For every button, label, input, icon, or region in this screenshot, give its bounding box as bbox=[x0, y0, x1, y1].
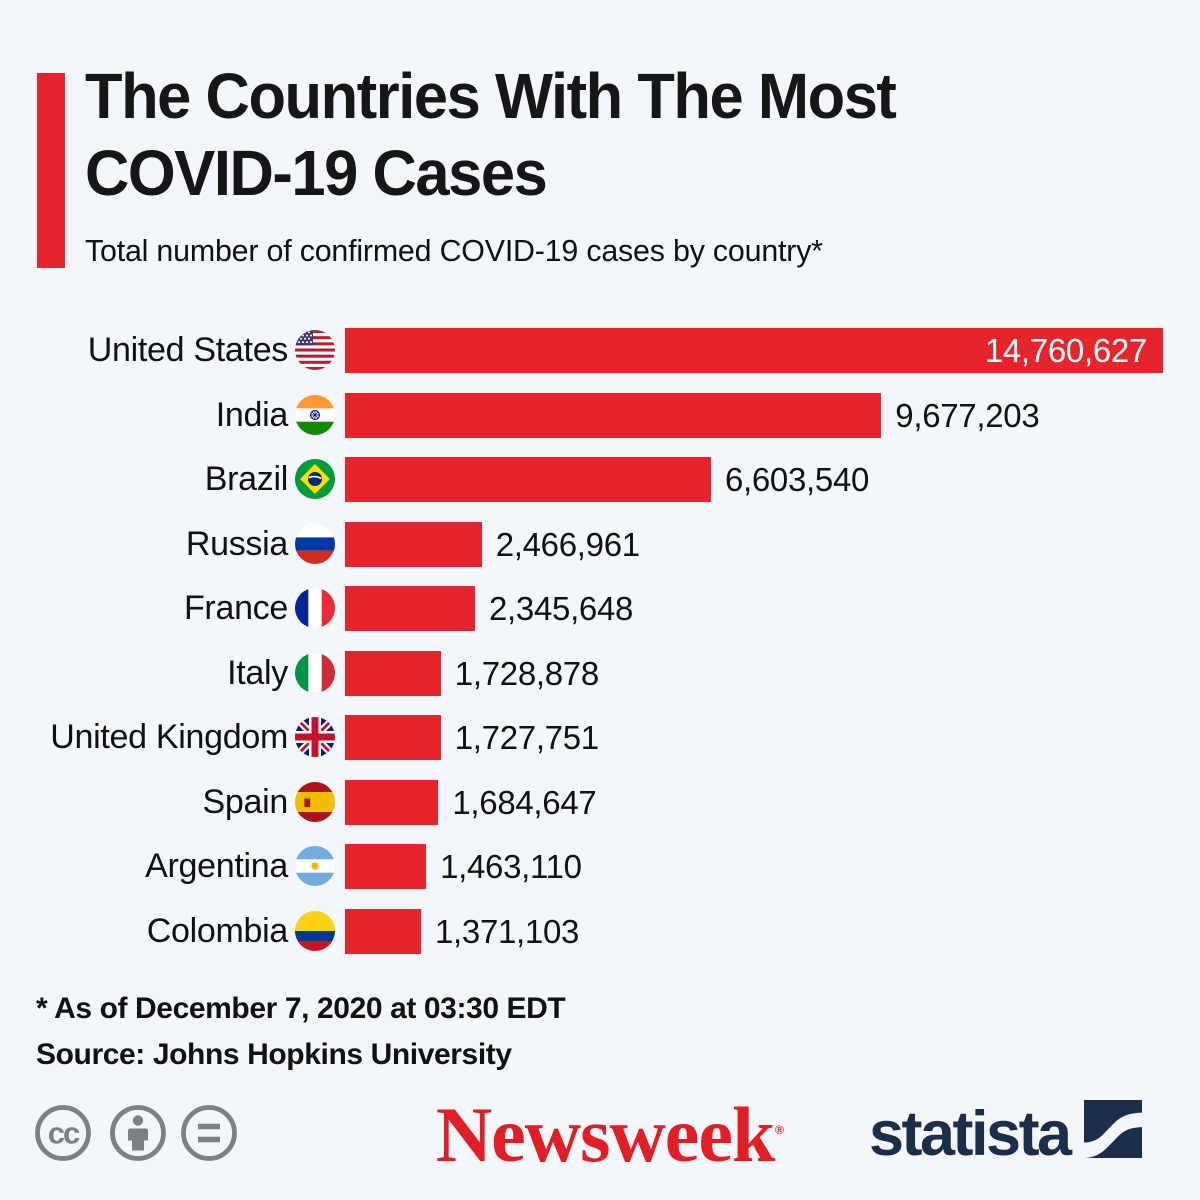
case-count-bar bbox=[345, 650, 441, 696]
title-line-2: COVID-19 Cases bbox=[85, 137, 548, 209]
flag-russia bbox=[295, 523, 335, 564]
newsweek-logo: Newsweek® bbox=[390, 1094, 830, 1174]
chart-row: Colombia 1,371,103 bbox=[0, 908, 1200, 954]
newsweek-wordmark: Newsweek bbox=[435, 1091, 776, 1178]
chart-row: United Kingdom 1,727,751 bbox=[0, 715, 1200, 760]
footnotes: * As of December 7, 2020 at 03:30 EDT So… bbox=[36, 986, 566, 1078]
chart-subtitle: Total number of confirmed COVID-19 cases… bbox=[85, 233, 823, 268]
statista-logo: statista bbox=[869, 1099, 1142, 1169]
country-label: Brazil bbox=[204, 460, 289, 498]
person-icon bbox=[110, 1105, 166, 1161]
value-label: 6,603,540 bbox=[724, 461, 870, 498]
flag-france bbox=[295, 588, 335, 628]
page-title: The Countries With The Most COVID-19 Cas… bbox=[85, 58, 897, 212]
case-count-bar bbox=[345, 844, 427, 889]
registered-mark: ® bbox=[774, 1122, 785, 1137]
flag-brazil bbox=[295, 459, 335, 499]
value-label: 2,466,961 bbox=[495, 525, 640, 563]
country-label: Colombia bbox=[146, 911, 289, 950]
chart-row: Argentina 1,463,110 bbox=[0, 844, 1200, 889]
value-label: 1,463,110 bbox=[440, 848, 582, 885]
flag-united-states bbox=[295, 330, 335, 370]
chart-row: Spain 1,684,647 bbox=[0, 779, 1200, 825]
value-label: 14,760,627 bbox=[984, 332, 1147, 369]
case-count-bar bbox=[345, 908, 421, 954]
statista-swoosh-icon bbox=[1083, 1100, 1142, 1163]
statista-wordmark: statista bbox=[869, 1099, 1072, 1169]
country-label: United States bbox=[87, 331, 289, 369]
case-count-bar bbox=[345, 586, 475, 631]
chart-row: Russia 2,466,961 bbox=[0, 521, 1200, 567]
country-label: Argentina bbox=[145, 847, 288, 885]
svg-text:cc: cc bbox=[48, 1116, 80, 1151]
title-line-1: The Countries With The Most bbox=[85, 60, 897, 132]
equals-icon bbox=[181, 1105, 237, 1161]
title-accent-bar bbox=[37, 73, 65, 268]
source-note: Source: Johns Hopkins University bbox=[36, 1038, 512, 1071]
value-label: 1,371,103 bbox=[434, 912, 580, 950]
flag-spain bbox=[295, 781, 335, 822]
value-label: 1,728,878 bbox=[454, 654, 599, 692]
case-count-bar bbox=[345, 715, 441, 760]
case-count-bar bbox=[345, 328, 1163, 373]
flag-colombia bbox=[295, 910, 335, 951]
cc-icon bbox=[35, 1105, 91, 1161]
country-label: Spain bbox=[202, 782, 289, 821]
country-label: Italy bbox=[227, 653, 288, 692]
chart-row: Brazil 6,603,540 bbox=[0, 457, 1200, 502]
chart-row: India 9,677,203 bbox=[0, 392, 1200, 438]
asterisk-note: * As of December 7, 2020 at 03:30 EDT bbox=[36, 992, 566, 1025]
country-label: United Kingdom bbox=[50, 718, 288, 756]
flag-argentina bbox=[295, 846, 335, 886]
value-label: 9,677,203 bbox=[895, 396, 1040, 434]
chart-row: France 2,345,648 bbox=[0, 586, 1200, 631]
value-label: 1,684,647 bbox=[452, 783, 597, 821]
country-label: India bbox=[215, 395, 289, 434]
flag-india bbox=[295, 394, 335, 435]
chart-row: Italy 1,728,878 bbox=[0, 650, 1200, 696]
flag-italy bbox=[295, 652, 335, 693]
chart-row: United States 14,760,627 bbox=[0, 328, 1200, 373]
case-count-bar bbox=[345, 779, 439, 825]
case-count-bar bbox=[345, 521, 482, 567]
case-count-bar bbox=[345, 392, 882, 438]
case-count-bar bbox=[345, 457, 711, 502]
value-label: 2,345,648 bbox=[488, 590, 634, 627]
creative-commons-license-icons: cc bbox=[33, 1103, 239, 1168]
flag-united-kingdom bbox=[295, 717, 335, 757]
value-label: 1,727,751 bbox=[454, 719, 599, 756]
country-label: Russia bbox=[185, 524, 288, 563]
country-label: France bbox=[183, 589, 288, 627]
